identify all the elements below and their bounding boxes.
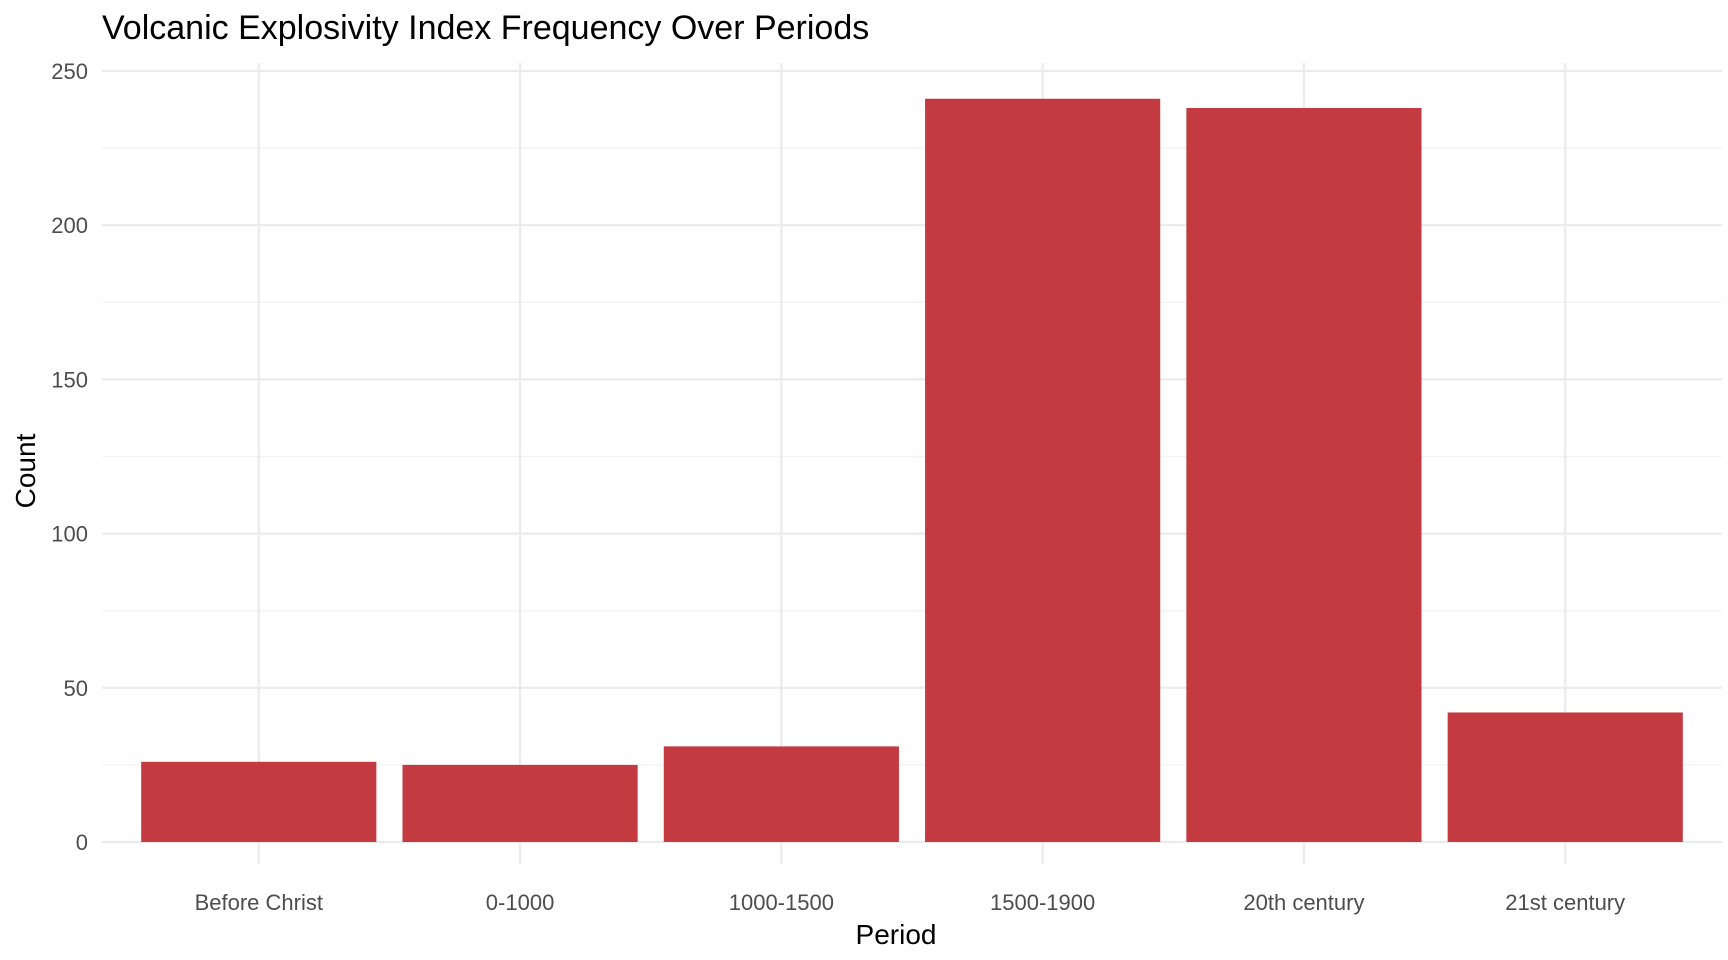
bar xyxy=(663,746,899,842)
x-axis-ticks: Before Christ 0-1000 1000-1500 1500-1900 20t… xyxy=(195,890,1626,915)
y-tick-label: 50 xyxy=(64,676,88,701)
y-axis-ticks: 0 50 100 150 200 250 xyxy=(51,59,88,855)
bars xyxy=(141,98,1683,843)
y-tick-label: 200 xyxy=(51,213,88,238)
bar xyxy=(1186,108,1422,843)
x-tick-label: 21st century xyxy=(1505,890,1625,915)
y-tick-label: 0 xyxy=(76,830,88,855)
x-tick-label: 1500-1900 xyxy=(990,890,1095,915)
x-tick-label: 20th century xyxy=(1243,890,1364,915)
y-tick-label: 250 xyxy=(51,59,88,84)
bar xyxy=(402,764,638,842)
x-tick-label: 1000-1500 xyxy=(729,890,834,915)
x-axis-title: Period xyxy=(856,919,937,950)
x-tick-label: 0-1000 xyxy=(486,890,555,915)
chart-title: Volcanic Explosivity Index Frequency Ove… xyxy=(102,9,869,47)
bar xyxy=(925,98,1161,843)
y-axis-title: Count xyxy=(10,433,41,508)
bar xyxy=(1447,712,1683,842)
x-tick-label: Before Christ xyxy=(195,890,323,915)
y-tick-label: 150 xyxy=(51,367,88,392)
y-tick-label: 100 xyxy=(51,522,88,547)
bar xyxy=(141,761,377,842)
